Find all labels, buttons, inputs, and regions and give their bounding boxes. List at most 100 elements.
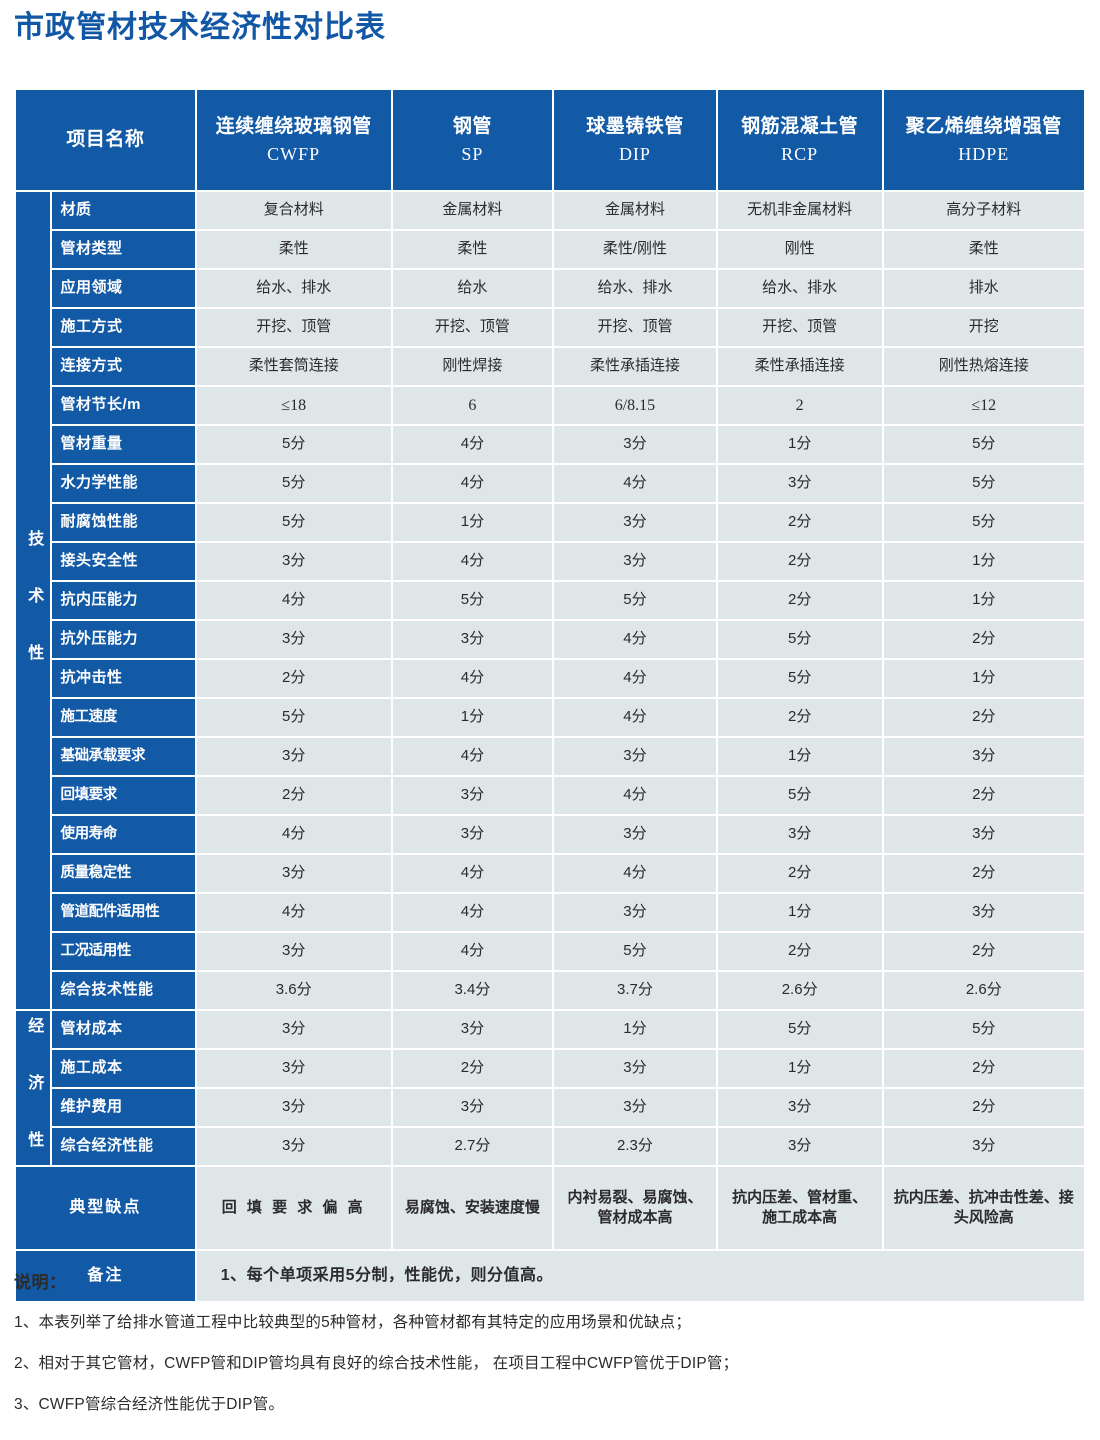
cell: 金属材料 [392, 192, 553, 229]
cell: 柔性套筒连接 [196, 348, 391, 385]
cell: 2分 [717, 699, 882, 736]
cell: 柔性承插连接 [717, 348, 882, 385]
row-label: 水力学性能 [52, 465, 195, 502]
row-label: 施工成本 [52, 1050, 195, 1087]
table-row: 综合技术性能 3.6分 3.4分 3.7分 2.6分 2.6分 [16, 972, 1084, 1009]
cell: 3分 [196, 933, 391, 970]
note-item-3: 3、CWFP管综合经济性能优于DIP管。 [14, 1396, 285, 1413]
cell: 给水 [392, 270, 553, 307]
cell: 3分 [883, 1128, 1084, 1165]
cell: 复合材料 [196, 192, 391, 229]
table-row: 基础承载要求 3分 4分 3分 1分 3分 [16, 738, 1084, 775]
cell: 3分 [392, 777, 553, 814]
table-row: 经 济 性管材成本 3分 3分 1分 5分 5分 [16, 1011, 1084, 1165]
table-row: 管材节长/m ≤18 6 6/8.15 2 ≤12 [16, 387, 1084, 424]
table-row: 管材重量 5分 4分 3分 1分 5分 [16, 426, 1084, 463]
row-label: 管材重量 [52, 426, 195, 463]
cell: 开挖、顶管 [554, 309, 716, 346]
cell: 2分 [883, 1050, 1084, 1087]
header-col-hdpe: 聚乙烯缠绕增强管 HDPE [883, 90, 1084, 190]
cell: 给水、排水 [717, 270, 882, 307]
row-label: 耐腐蚀性能 [52, 504, 195, 541]
row-label: 抗内压能力 [52, 582, 195, 619]
cell: 4分 [554, 660, 716, 697]
table-row: 抗内压能力 4分 5分 5分 2分 1分 [16, 582, 1084, 619]
cell: 3分 [883, 894, 1084, 931]
cell: 3.7分 [554, 972, 716, 1009]
table-row: 工况适用性 3分 4分 5分 2分 2分 [16, 933, 1084, 970]
comparison-table: 项目名称 连续缠绕玻璃钢管 CWFP 钢管 SP 球墨铸铁管 DIP 钢筋混凝土管 RCP 聚乙烯… [14, 88, 1086, 1303]
row-label: 使用寿命 [52, 816, 195, 853]
defect-cell: 抗内压差、管材重、施工成本高 [717, 1167, 882, 1249]
row-label: 抗外压能力 [52, 621, 195, 658]
cell: 3分 [554, 816, 716, 853]
cell: 5分 [196, 699, 391, 736]
cell: 3分 [883, 738, 1084, 775]
cell: 5分 [717, 777, 882, 814]
defect-cell: 易腐蚀、安装速度慢 [392, 1167, 553, 1249]
table-row: 管材类型 柔性 柔性 柔性/刚性 刚性 柔性 [16, 231, 1084, 268]
cell: 5分 [717, 660, 882, 697]
cell: 3分 [554, 426, 716, 463]
cell: 柔性承插连接 [554, 348, 716, 385]
cell: 1分 [392, 504, 553, 541]
table-row: 技 术 性材质 复合材料 金属材料 金属材料 无机非金属材料 高分子材料 [16, 192, 1084, 1009]
cell: 4分 [392, 738, 553, 775]
cell: 3分 [196, 543, 391, 580]
cell: 3分 [717, 1128, 882, 1165]
cell: 1分 [717, 738, 882, 775]
cell: 3分 [196, 738, 391, 775]
header-col-sp: 钢管 SP [392, 90, 553, 190]
cell: 4分 [554, 777, 716, 814]
row-label: 应用领域 [52, 270, 195, 307]
cell: 2.6分 [883, 972, 1084, 1009]
cell: 排水 [883, 270, 1084, 307]
cell: 6 [392, 387, 553, 424]
table-row: 接头安全性 3分 4分 3分 2分 1分 [16, 543, 1084, 580]
cell: 2分 [717, 855, 882, 892]
cell: 5分 [883, 465, 1084, 502]
cell: 2分 [717, 504, 882, 541]
table-row: 使用寿命 4分 3分 3分 3分 3分 [16, 816, 1084, 853]
cell: 1分 [717, 1050, 882, 1087]
cell: 开挖、顶管 [196, 309, 391, 346]
header-col-cn-2: 球墨铸铁管 [586, 116, 684, 138]
cell: 3.6分 [196, 972, 391, 1009]
cell: 4分 [392, 426, 553, 463]
notes-heading: 说明： [14, 1273, 67, 1292]
header-col-en-4: HDPE [958, 143, 1010, 164]
defect-cell: 抗内压差、抗冲击性差、接头风险高 [883, 1167, 1084, 1249]
cell: 柔性 [392, 231, 553, 268]
table-row: 施工方式 开挖、顶管 开挖、顶管 开挖、顶管 开挖、顶管 开挖 [16, 309, 1084, 346]
cell: 金属材料 [554, 192, 716, 229]
cell: 2分 [717, 933, 882, 970]
cell: 给水、排水 [554, 270, 716, 307]
cell: 2分 [883, 1089, 1084, 1126]
cell: 5分 [554, 933, 716, 970]
cell: 3分 [554, 504, 716, 541]
table-row: 连接方式 柔性套筒连接 刚性焊接 柔性承插连接 柔性承插连接 刚性热熔连接 [16, 348, 1084, 385]
header-col-cn-4: 聚乙烯缠绕增强管 [905, 116, 1062, 138]
remark-text: 1、每个单项采用5分制，性能优，则分值高。 [196, 1251, 1084, 1301]
cell: 3分 [554, 894, 716, 931]
defect-cell: 回 填 要 求 偏 高 [196, 1167, 391, 1249]
cell: 2分 [883, 933, 1084, 970]
cell: 1分 [883, 582, 1084, 619]
defect-row-label: 典型缺点 [16, 1167, 195, 1249]
row-label: 抗冲击性 [52, 660, 195, 697]
cell: 2分 [883, 855, 1084, 892]
header-first: 项目名称 [16, 90, 195, 190]
remark-row-label: 备注 [16, 1251, 195, 1301]
cell: 2分 [883, 777, 1084, 814]
header-col-cn-1: 钢管 [452, 116, 492, 138]
cell: 2分 [883, 699, 1084, 736]
cell: 5分 [883, 1011, 1084, 1048]
table-row: 施工速度 5分 1分 4分 2分 2分 [16, 699, 1084, 736]
cell: 5分 [883, 426, 1084, 463]
row-label: 管材成本 [52, 1011, 195, 1048]
cell: 3分 [717, 465, 882, 502]
note-item-2: 2、相对于其它管材，CWFP管和DIP管均具有良好的综合技术性能， 在项目工程中… [14, 1355, 739, 1372]
cell: 3.4分 [392, 972, 553, 1009]
cell: 1分 [392, 699, 553, 736]
